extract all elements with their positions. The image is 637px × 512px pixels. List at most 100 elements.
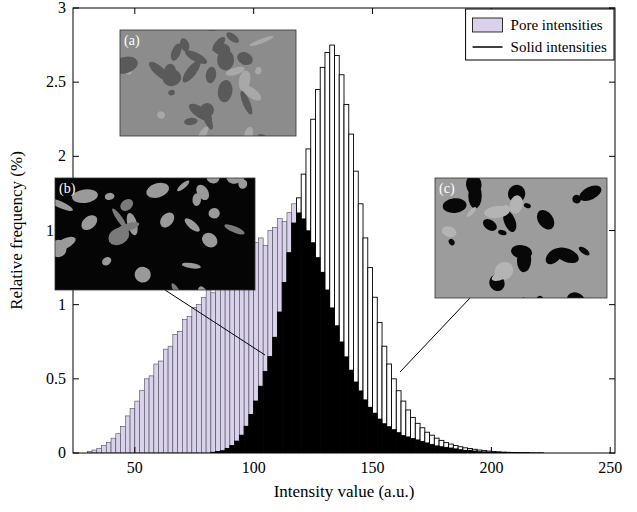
- x-tick-label: 50: [127, 459, 143, 476]
- inset-grain: [182, 262, 202, 270]
- inset-grain: [216, 79, 233, 103]
- inset-grain: [256, 132, 277, 136]
- solid-bar: [330, 45, 335, 453]
- pore-bar: [178, 331, 183, 453]
- y-tick-label: 0: [58, 444, 66, 461]
- overlap-bar: [439, 446, 444, 453]
- inset-grain: [184, 117, 198, 126]
- y-tick-right: [609, 304, 615, 305]
- y-tick: [73, 453, 79, 454]
- solid-bar: [434, 438, 439, 453]
- pore-bar: [325, 290, 330, 453]
- inset-grain: [577, 182, 604, 204]
- y-tick-right: [609, 230, 615, 231]
- inset-grain: [146, 59, 171, 83]
- legend-label: Pore intensities: [511, 17, 603, 33]
- pore-bar: [411, 438, 416, 453]
- pore-bar: [216, 282, 221, 453]
- overlap-bar: [263, 371, 268, 453]
- pore-bar: [273, 228, 278, 453]
- overlap-bar: [258, 386, 263, 453]
- y-tick-right: [609, 8, 615, 9]
- inset-grain: [442, 197, 467, 214]
- pore-bar: [420, 441, 425, 453]
- inset-grain: [180, 58, 204, 85]
- inset-grain: [254, 66, 262, 75]
- y-tick-right: [609, 378, 615, 379]
- solid-bar: [354, 171, 359, 453]
- legend-swatch: [473, 46, 503, 48]
- pore-bar: [373, 413, 378, 453]
- y-axis-title: Relative frequency (%): [7, 151, 26, 310]
- pore-bar: [206, 290, 211, 453]
- solid-bar: [301, 174, 306, 453]
- inset-grain: [564, 289, 588, 298]
- inset-grain: [104, 192, 115, 200]
- pore-bar: [301, 219, 306, 453]
- pore-bar: [354, 382, 359, 453]
- pore-bar: [211, 293, 216, 453]
- inset-grain: [195, 285, 211, 290]
- solid-bar: [311, 119, 316, 453]
- inset-grain: [206, 178, 221, 184]
- pore-bar: [444, 447, 449, 453]
- pore-bar: [358, 391, 363, 453]
- overlap-bar: [458, 449, 463, 453]
- axes: 5010015020025000.511.522.53: [46, 0, 622, 476]
- solid-bar: [449, 444, 454, 453]
- y-tick: [73, 304, 79, 305]
- inset: (b): [47, 119, 255, 343]
- overlap-bar: [230, 446, 235, 453]
- inset-grain: [510, 244, 533, 260]
- inset-border: [55, 178, 255, 290]
- overlap-bar: [292, 223, 297, 453]
- overlap-bar: [311, 242, 316, 453]
- inset-border: [120, 30, 296, 136]
- pore-bar: [258, 238, 263, 453]
- pore-bar: [330, 308, 335, 453]
- solid-bar: [396, 391, 401, 453]
- overlap-bar: [296, 213, 301, 453]
- inset-grain: [490, 267, 513, 284]
- inset-grain: [169, 42, 184, 62]
- solid-bar: [277, 312, 282, 453]
- pore-bar: [121, 426, 126, 453]
- pore-bar: [106, 443, 111, 453]
- solid-bar: [249, 414, 254, 453]
- inset-grain: [192, 193, 201, 206]
- pore-bar: [102, 446, 107, 453]
- inset-grain: [571, 193, 582, 204]
- inset-grain: [491, 258, 517, 284]
- inset-grain: [243, 126, 255, 136]
- solid-bar: [453, 446, 458, 453]
- pore-bar: [430, 444, 435, 453]
- legend-swatch: [473, 18, 503, 32]
- solid-bar: [315, 90, 320, 453]
- inset-grain: [235, 50, 255, 68]
- inset-grain: [168, 89, 176, 96]
- solid-bar: [472, 449, 477, 453]
- solid-bar: [344, 104, 349, 453]
- solid-bar: [296, 198, 301, 453]
- pore-bar: [320, 272, 325, 453]
- inset-grain: [523, 202, 531, 209]
- overlap-bar: [235, 441, 240, 453]
- overlap-bar: [301, 219, 306, 453]
- inset-texture: [437, 178, 604, 298]
- solid-bar: [387, 364, 392, 453]
- inset-grain: [553, 244, 581, 266]
- inset: (a): [111, 0, 296, 173]
- legend-label: Solid intensities: [511, 39, 607, 55]
- overlap-bar: [315, 257, 320, 453]
- pore-bar: [149, 376, 154, 453]
- overlap-bar: [349, 370, 354, 453]
- overlap-bar: [425, 443, 430, 453]
- y-tick: [73, 8, 79, 9]
- inset-grain: [78, 212, 100, 233]
- x-tick: [134, 447, 135, 453]
- pore-bar: [220, 275, 225, 453]
- solid-bar: [444, 443, 449, 453]
- overlap-bar: [249, 414, 254, 453]
- pore-bar: [311, 242, 316, 453]
- overlap-bar: [420, 441, 425, 453]
